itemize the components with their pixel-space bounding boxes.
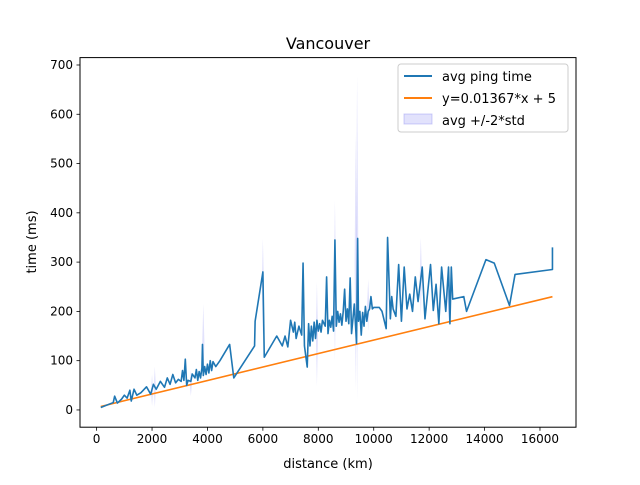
- y-tick-label: 400: [50, 206, 73, 220]
- y-tick-label: 0: [65, 403, 73, 417]
- y-tick-label: 600: [50, 107, 73, 121]
- x-axis: 0 2000 4000 6000 8000 10000 12000 14000 16000: [93, 427, 559, 446]
- y-tick-label: 700: [50, 58, 73, 72]
- legend-swatch-band: [403, 113, 433, 125]
- x-tick-label: 14000: [465, 432, 503, 446]
- fit-line-layer: [100, 295, 553, 408]
- avg-line-layer: [100, 236, 554, 409]
- y-tick-label: 300: [50, 255, 73, 269]
- x-tick-label: 16000: [521, 432, 559, 446]
- chart-title: Vancouver: [286, 34, 371, 53]
- legend-label-band: avg +/-2*std: [442, 114, 525, 129]
- x-tick-label: 8000: [303, 432, 334, 446]
- avg-ping-line: [100, 236, 554, 409]
- y-tick-label: 200: [50, 304, 73, 318]
- x-axis-label: distance (km): [283, 457, 373, 472]
- legend-label-avg: avg ping time: [442, 70, 532, 85]
- y-tick-label: 500: [50, 157, 73, 171]
- x-tick-label: 2000: [137, 432, 168, 446]
- std-band-spike: [315, 281, 319, 387]
- fit-line: [100, 295, 553, 408]
- legend-label-fit: y=0.01367*x + 5: [442, 92, 556, 107]
- y-axis-label: time (ms): [25, 210, 40, 273]
- x-tick-label: 0: [93, 432, 101, 446]
- y-tick-label: 100: [50, 354, 73, 368]
- x-tick-label: 10000: [355, 432, 393, 446]
- plot-frame: [79, 57, 577, 428]
- legend: avg ping time y=0.01367*x + 5 avg +/-2*s…: [397, 63, 569, 133]
- x-tick-label: 6000: [248, 432, 279, 446]
- x-tick-label: 4000: [192, 432, 223, 446]
- legend-box: [397, 63, 569, 133]
- x-tick-label: 12000: [410, 432, 448, 446]
- y-axis: 0 100 200 300 400 500 600 700: [50, 58, 80, 417]
